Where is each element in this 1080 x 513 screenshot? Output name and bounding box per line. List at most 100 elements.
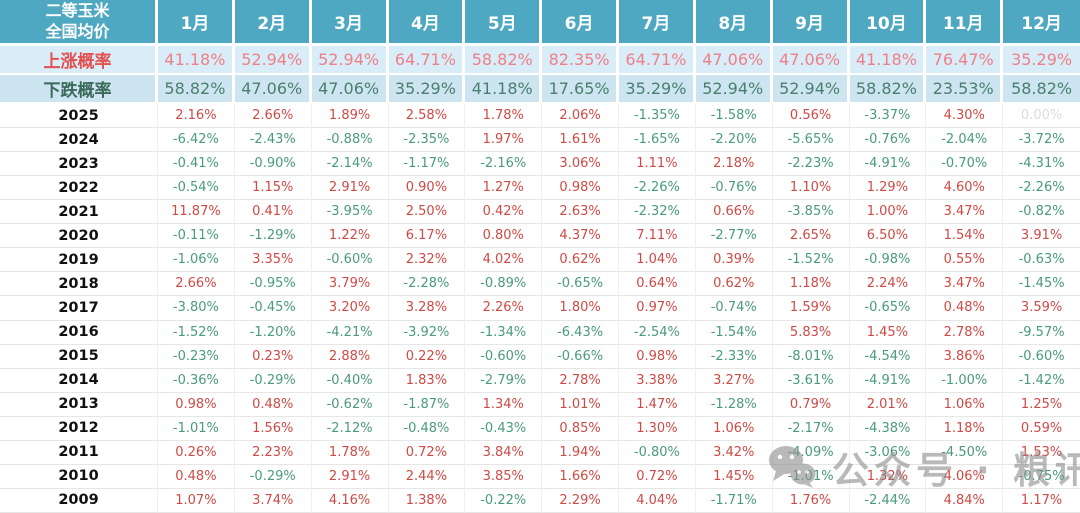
table-title-line2: 全国均价 xyxy=(45,21,110,41)
value-cell: 1.53% xyxy=(1003,440,1080,465)
value-cell: -2.20% xyxy=(695,128,773,153)
month-header: 11月 xyxy=(926,0,1004,46)
value-cell: -1.54% xyxy=(695,320,773,345)
value-cell: 2.50% xyxy=(388,200,466,225)
month-header: 9月 xyxy=(772,0,850,46)
value-cell: 0.98% xyxy=(158,392,235,417)
fall-probability-value: 23.53% xyxy=(926,75,1004,104)
rise-probability-value: 47.06% xyxy=(772,46,850,75)
year-label: 2022 xyxy=(0,176,158,201)
month-header: 3月 xyxy=(311,0,389,46)
value-cell: -4.50% xyxy=(926,440,1004,465)
value-cell: -0.60% xyxy=(311,248,389,273)
value-cell: -2.23% xyxy=(772,152,850,177)
value-cell: 1.61% xyxy=(542,128,619,153)
value-cell: -1.01% xyxy=(158,416,235,441)
value-cell: -3.85% xyxy=(772,200,850,225)
value-cell: 7.11% xyxy=(619,224,696,249)
rise-probability-value: 41.18% xyxy=(849,46,927,75)
value-cell: -2.12% xyxy=(311,416,389,441)
value-cell: 3.86% xyxy=(926,344,1004,369)
value-cell: 3.47% xyxy=(926,200,1004,225)
value-cell: -3.92% xyxy=(388,320,466,345)
value-cell: 0.85% xyxy=(542,416,619,441)
value-cell: 1.59% xyxy=(772,296,850,321)
value-cell: -0.48% xyxy=(388,416,466,441)
value-cell: -0.45% xyxy=(234,296,312,321)
value-cell: 4.30% xyxy=(926,104,1004,129)
value-cell: 2.18% xyxy=(695,152,773,177)
value-cell: -1.28% xyxy=(695,392,773,417)
value-cell: -2.44% xyxy=(849,488,927,513)
value-cell: -0.66% xyxy=(542,344,619,369)
rise-probability-value: 47.06% xyxy=(695,46,773,75)
fall-probability-value: 58.82% xyxy=(1003,75,1080,104)
year-label: 2010 xyxy=(0,464,158,489)
value-cell: -0.80% xyxy=(619,440,696,465)
rise-probability-value: 35.29% xyxy=(1003,46,1080,75)
value-cell: -2.79% xyxy=(465,368,543,393)
rise-probability-value: 58.82% xyxy=(465,46,543,75)
value-cell: 2.44% xyxy=(388,464,466,489)
value-cell: -0.60% xyxy=(1003,344,1080,369)
value-cell: 0.97% xyxy=(619,296,696,321)
value-cell: -0.54% xyxy=(158,176,235,201)
value-cell: -0.22% xyxy=(465,488,543,513)
value-cell: 1.66% xyxy=(542,464,619,489)
value-cell: 1.17% xyxy=(1003,488,1080,513)
year-label: 2012 xyxy=(0,416,158,441)
value-cell: 1.27% xyxy=(465,176,543,201)
value-cell: 1.38% xyxy=(388,488,466,513)
value-cell: 1.34% xyxy=(465,392,543,417)
value-cell: -1.87% xyxy=(388,392,466,417)
value-cell: -4.91% xyxy=(849,368,927,393)
value-cell: -0.65% xyxy=(542,272,619,297)
value-cell: 0.48% xyxy=(234,392,312,417)
value-cell: -3.37% xyxy=(849,104,927,129)
value-cell: 0.62% xyxy=(695,272,773,297)
year-label: 2015 xyxy=(0,344,158,369)
value-cell: 1.10% xyxy=(772,176,850,201)
value-cell: -2.28% xyxy=(388,272,466,297)
value-cell: 3.42% xyxy=(695,440,773,465)
value-cell: 5.83% xyxy=(772,320,850,345)
rise-probability-value: 64.71% xyxy=(619,46,696,75)
value-cell: 1.07% xyxy=(158,488,235,513)
month-header: 4月 xyxy=(388,0,466,46)
table-title-line1: 二等玉米 xyxy=(45,0,110,20)
value-cell: -0.11% xyxy=(158,224,235,249)
value-cell: 2.91% xyxy=(311,464,389,489)
value-cell: 0.66% xyxy=(695,200,773,225)
year-label: 2020 xyxy=(0,224,158,249)
rise-probability-value: 82.35% xyxy=(542,46,619,75)
value-cell: 0.00% xyxy=(1003,104,1080,129)
value-cell: 1.94% xyxy=(542,440,619,465)
year-label: 2011 xyxy=(0,440,158,465)
value-cell: -0.88% xyxy=(311,128,389,153)
value-cell: 3.27% xyxy=(695,368,773,393)
month-header: 5月 xyxy=(465,0,543,46)
value-cell: 1.30% xyxy=(619,416,696,441)
value-cell: 2.29% xyxy=(542,488,619,513)
value-cell: -0.65% xyxy=(849,296,927,321)
value-cell: 2.58% xyxy=(388,104,466,129)
year-label: 2024 xyxy=(0,128,158,153)
value-cell: 4.02% xyxy=(465,248,543,273)
month-header: 6月 xyxy=(542,0,619,46)
value-cell: -2.43% xyxy=(234,128,312,153)
year-label: 2009 xyxy=(0,488,158,513)
value-cell: -0.62% xyxy=(311,392,389,417)
value-cell: -2.32% xyxy=(619,200,696,225)
value-cell: -2.14% xyxy=(311,152,389,177)
fall-probability-value: 58.82% xyxy=(158,75,235,104)
fall-probability-value: 17.65% xyxy=(542,75,619,104)
value-cell: 1.45% xyxy=(849,320,927,345)
value-cell: 3.59% xyxy=(1003,296,1080,321)
value-cell: -2.77% xyxy=(695,224,773,249)
value-cell: 3.91% xyxy=(1003,224,1080,249)
value-cell: -9.57% xyxy=(1003,320,1080,345)
value-cell: 0.23% xyxy=(234,344,312,369)
value-cell: 2.06% xyxy=(542,104,619,129)
value-cell: 1.01% xyxy=(542,392,619,417)
fall-probability-value: 47.06% xyxy=(311,75,389,104)
